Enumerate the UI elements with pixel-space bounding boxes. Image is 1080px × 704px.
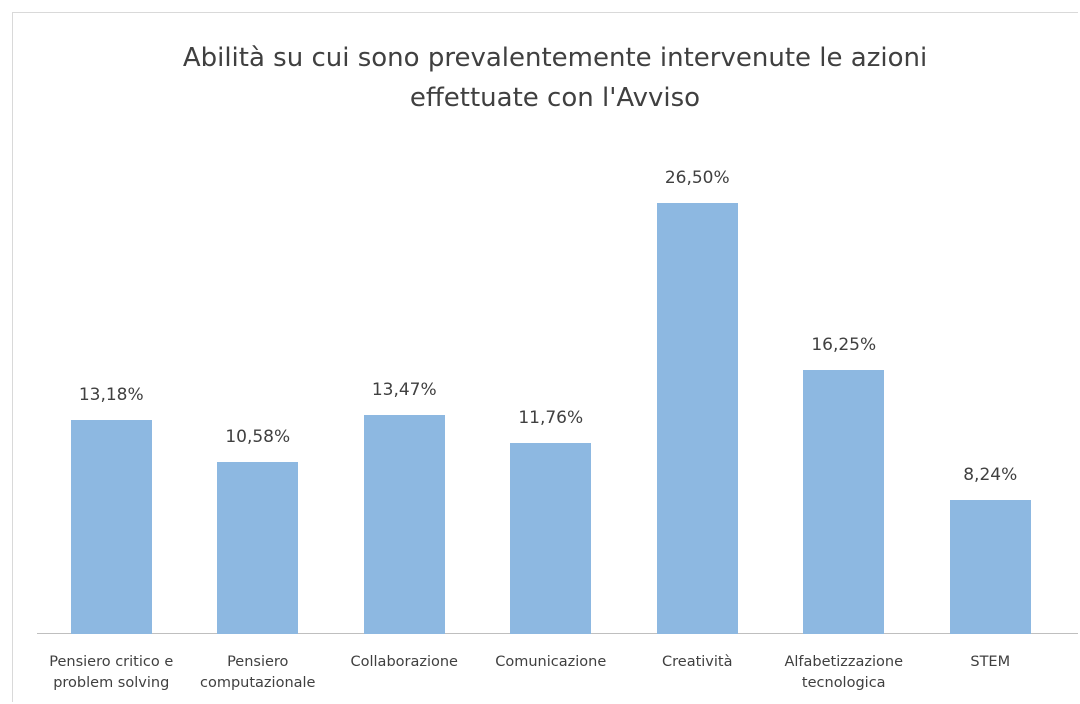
data-label: 11,76% [518,407,584,428]
x-tick-label: Comunicazione [495,654,607,670]
x-tick-label: Alfabetizzazione tecnologica [784,654,903,691]
bar [217,461,299,634]
data-label: 16,25% [811,334,877,355]
x-tick-label: STEM [970,654,1011,670]
bar [803,369,885,634]
bar [510,442,592,634]
x-tick-label: Pensiero critico e problem solving [49,654,174,691]
data-label: 13,47% [371,379,437,400]
bar [949,500,1031,634]
bar [70,419,152,634]
x-tick-label: Collaborazione [350,654,458,670]
bar [656,203,738,634]
chart-frame [12,12,1078,702]
x-tick-label: Creatività [662,654,733,670]
data-label: 26,50% [664,168,730,189]
chart-title: Abilità su cui sono prevalentemente inte… [182,43,928,113]
data-label: 8,24% [963,465,1018,486]
data-label: 13,18% [78,384,144,405]
x-tick-label: Pensiero computazionale [200,654,316,691]
data-label: 10,58% [225,426,291,447]
bar [363,414,445,634]
